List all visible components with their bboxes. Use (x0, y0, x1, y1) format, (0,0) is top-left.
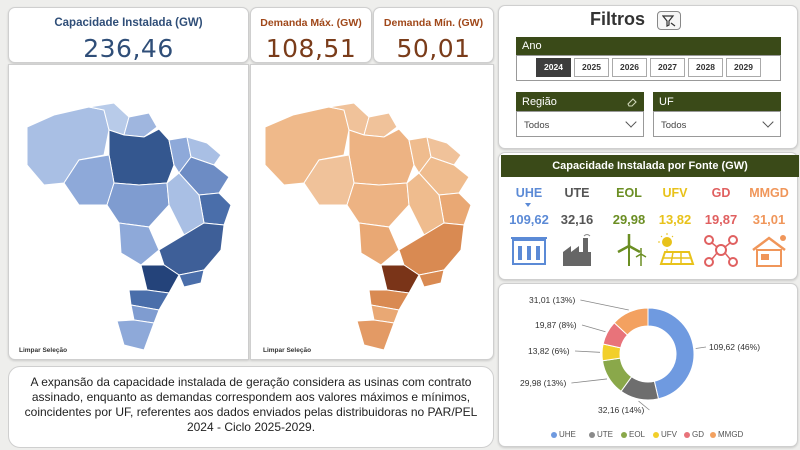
kpi-demand-min-value: 50,01 (396, 34, 471, 63)
kpi-demand-min-card: Demanda Mín. (GW) 50,01 (373, 7, 494, 63)
donut-label-uhe: 109,62 (46%) (709, 342, 760, 352)
year-button-2029[interactable]: 2029 (726, 58, 761, 77)
donut-leader-line (695, 346, 707, 349)
legend-label: UFV (661, 430, 677, 439)
capacity-map[interactable] (9, 65, 249, 360)
year-button-2024[interactable]: 2024 (536, 58, 571, 77)
legend-label: EOL (629, 430, 646, 439)
year-button-2025[interactable]: 2025 (574, 58, 609, 77)
donut-slice-uhe[interactable] (647, 307, 695, 400)
legend-item-ufv[interactable]: UFV (653, 430, 677, 439)
legend-dot (653, 431, 659, 438)
source-name-ute[interactable]: UTE (564, 186, 590, 200)
source-value-gd: 19,87 (704, 212, 738, 227)
region-label: Região (522, 96, 557, 108)
clear-selection-right[interactable]: Limpar Seleção (263, 347, 312, 354)
sort-indicator-icon (525, 203, 531, 207)
eraser-icon[interactable] (626, 97, 638, 107)
demand-map-panel: Limpar Seleção (250, 64, 494, 360)
chevron-down-icon (762, 116, 774, 128)
donut-label-ute: 32,16 (14%) (598, 405, 644, 415)
kpi-demand-max-card: Demanda Máx. (GW) 108,51 (250, 7, 372, 63)
source-name-mmgd[interactable]: MMGD (749, 186, 789, 200)
donut-leader-line (571, 378, 608, 384)
legend-item-gd[interactable]: GD (684, 430, 704, 439)
donut-label-mmgd: 31,01 (13%) (529, 295, 575, 305)
region-slicer-header: Região (516, 92, 644, 112)
thermal-icon (553, 232, 601, 268)
uf-slicer-header: UF (653, 92, 781, 112)
filters-title: Filtros (590, 9, 646, 29)
legend-item-ute[interactable]: UTE (589, 430, 613, 439)
kpi-demand-max-title: Demanda Máx. (GW) (260, 17, 362, 29)
capacity-by-source-title: Capacidade Instalada por Fonte (GW) (501, 155, 799, 177)
solar-icon (651, 232, 699, 268)
source-name-uhe[interactable]: UHE (515, 186, 543, 200)
year-button-2028[interactable]: 2028 (688, 58, 723, 77)
donut-label-ufv: 13,82 (6%) (528, 346, 570, 356)
legend-item-eol[interactable]: EOL (621, 430, 645, 439)
source-name-ufv[interactable]: UFV (662, 186, 688, 200)
donut-leader-line (580, 299, 629, 311)
legend-label: UHE (559, 430, 576, 439)
source-value-mmgd: 31,01 (752, 212, 786, 227)
legend-item-uhe[interactable]: UHE (551, 430, 576, 439)
kpi-demand-min-title: Demanda Mín. (GW) (383, 17, 484, 29)
legend-label: UTE (597, 430, 613, 439)
legend-dot (621, 431, 627, 438)
clear-selection-left[interactable]: Limpar Seleção (19, 347, 68, 354)
kpi-demand-max-value: 108,51 (265, 34, 357, 63)
kpi-capacity-title: Capacidade Instalada (GW) (54, 17, 203, 29)
donut-chart[interactable]: 109,62 (46%) 32,16 (14%) 29,98 (13%) 13,82 … (498, 283, 798, 447)
source-value-ufv: 13,82 (658, 212, 692, 227)
year-slicer-header: Ano (516, 37, 781, 55)
donut-label-eol: 29,98 (13%) (520, 378, 566, 388)
donut-leader-line (638, 400, 650, 411)
legend-label: GD (692, 430, 704, 439)
chevron-down-icon (625, 116, 637, 128)
kpi-capacity-value: 236,46 (83, 34, 174, 63)
distributed-generation-icon (697, 232, 745, 268)
year-button-2026[interactable]: 2026 (612, 58, 647, 77)
legend-label: MMGD (718, 430, 744, 439)
legend-dot (589, 431, 595, 438)
uf-dropdown[interactable]: Todos (653, 111, 781, 137)
filter-eraser-icon (662, 14, 676, 27)
demand-map[interactable] (251, 65, 494, 360)
donut-leader-line (581, 324, 606, 333)
source-name-eol[interactable]: EOL (616, 186, 642, 200)
region-dropdown[interactable]: Todos (516, 111, 644, 137)
donut-label-gd: 19,87 (8%) (535, 320, 577, 330)
year-button-2027[interactable]: 2027 (650, 58, 685, 77)
donut-leader-line (574, 350, 601, 353)
legend-dot (551, 431, 557, 438)
legend-dot (684, 431, 690, 438)
source-name-gd[interactable]: GD (711, 186, 731, 200)
hydro-icon (505, 232, 553, 268)
uf-value: Todos (661, 120, 687, 131)
source-value-eol: 29,98 (612, 212, 646, 227)
region-value: Todos (524, 120, 550, 131)
description-text: A expansão da capacidade instalada de ge… (8, 366, 494, 448)
kpi-capacity-card: Capacidade Instalada (GW) 236,46 (8, 7, 249, 63)
wind-icon (605, 232, 653, 268)
clear-filters-button[interactable] (657, 11, 681, 30)
home-solar-icon (745, 232, 793, 268)
capacity-map-panel: Limpar Seleção (8, 64, 249, 360)
legend-item-mmgd[interactable]: MMGD (710, 430, 743, 439)
legend-dot (710, 431, 716, 438)
source-value-uhe: 109,62 (509, 212, 549, 227)
source-value-ute: 32,16 (560, 212, 594, 227)
donut-slice-mmgd[interactable] (613, 307, 649, 336)
